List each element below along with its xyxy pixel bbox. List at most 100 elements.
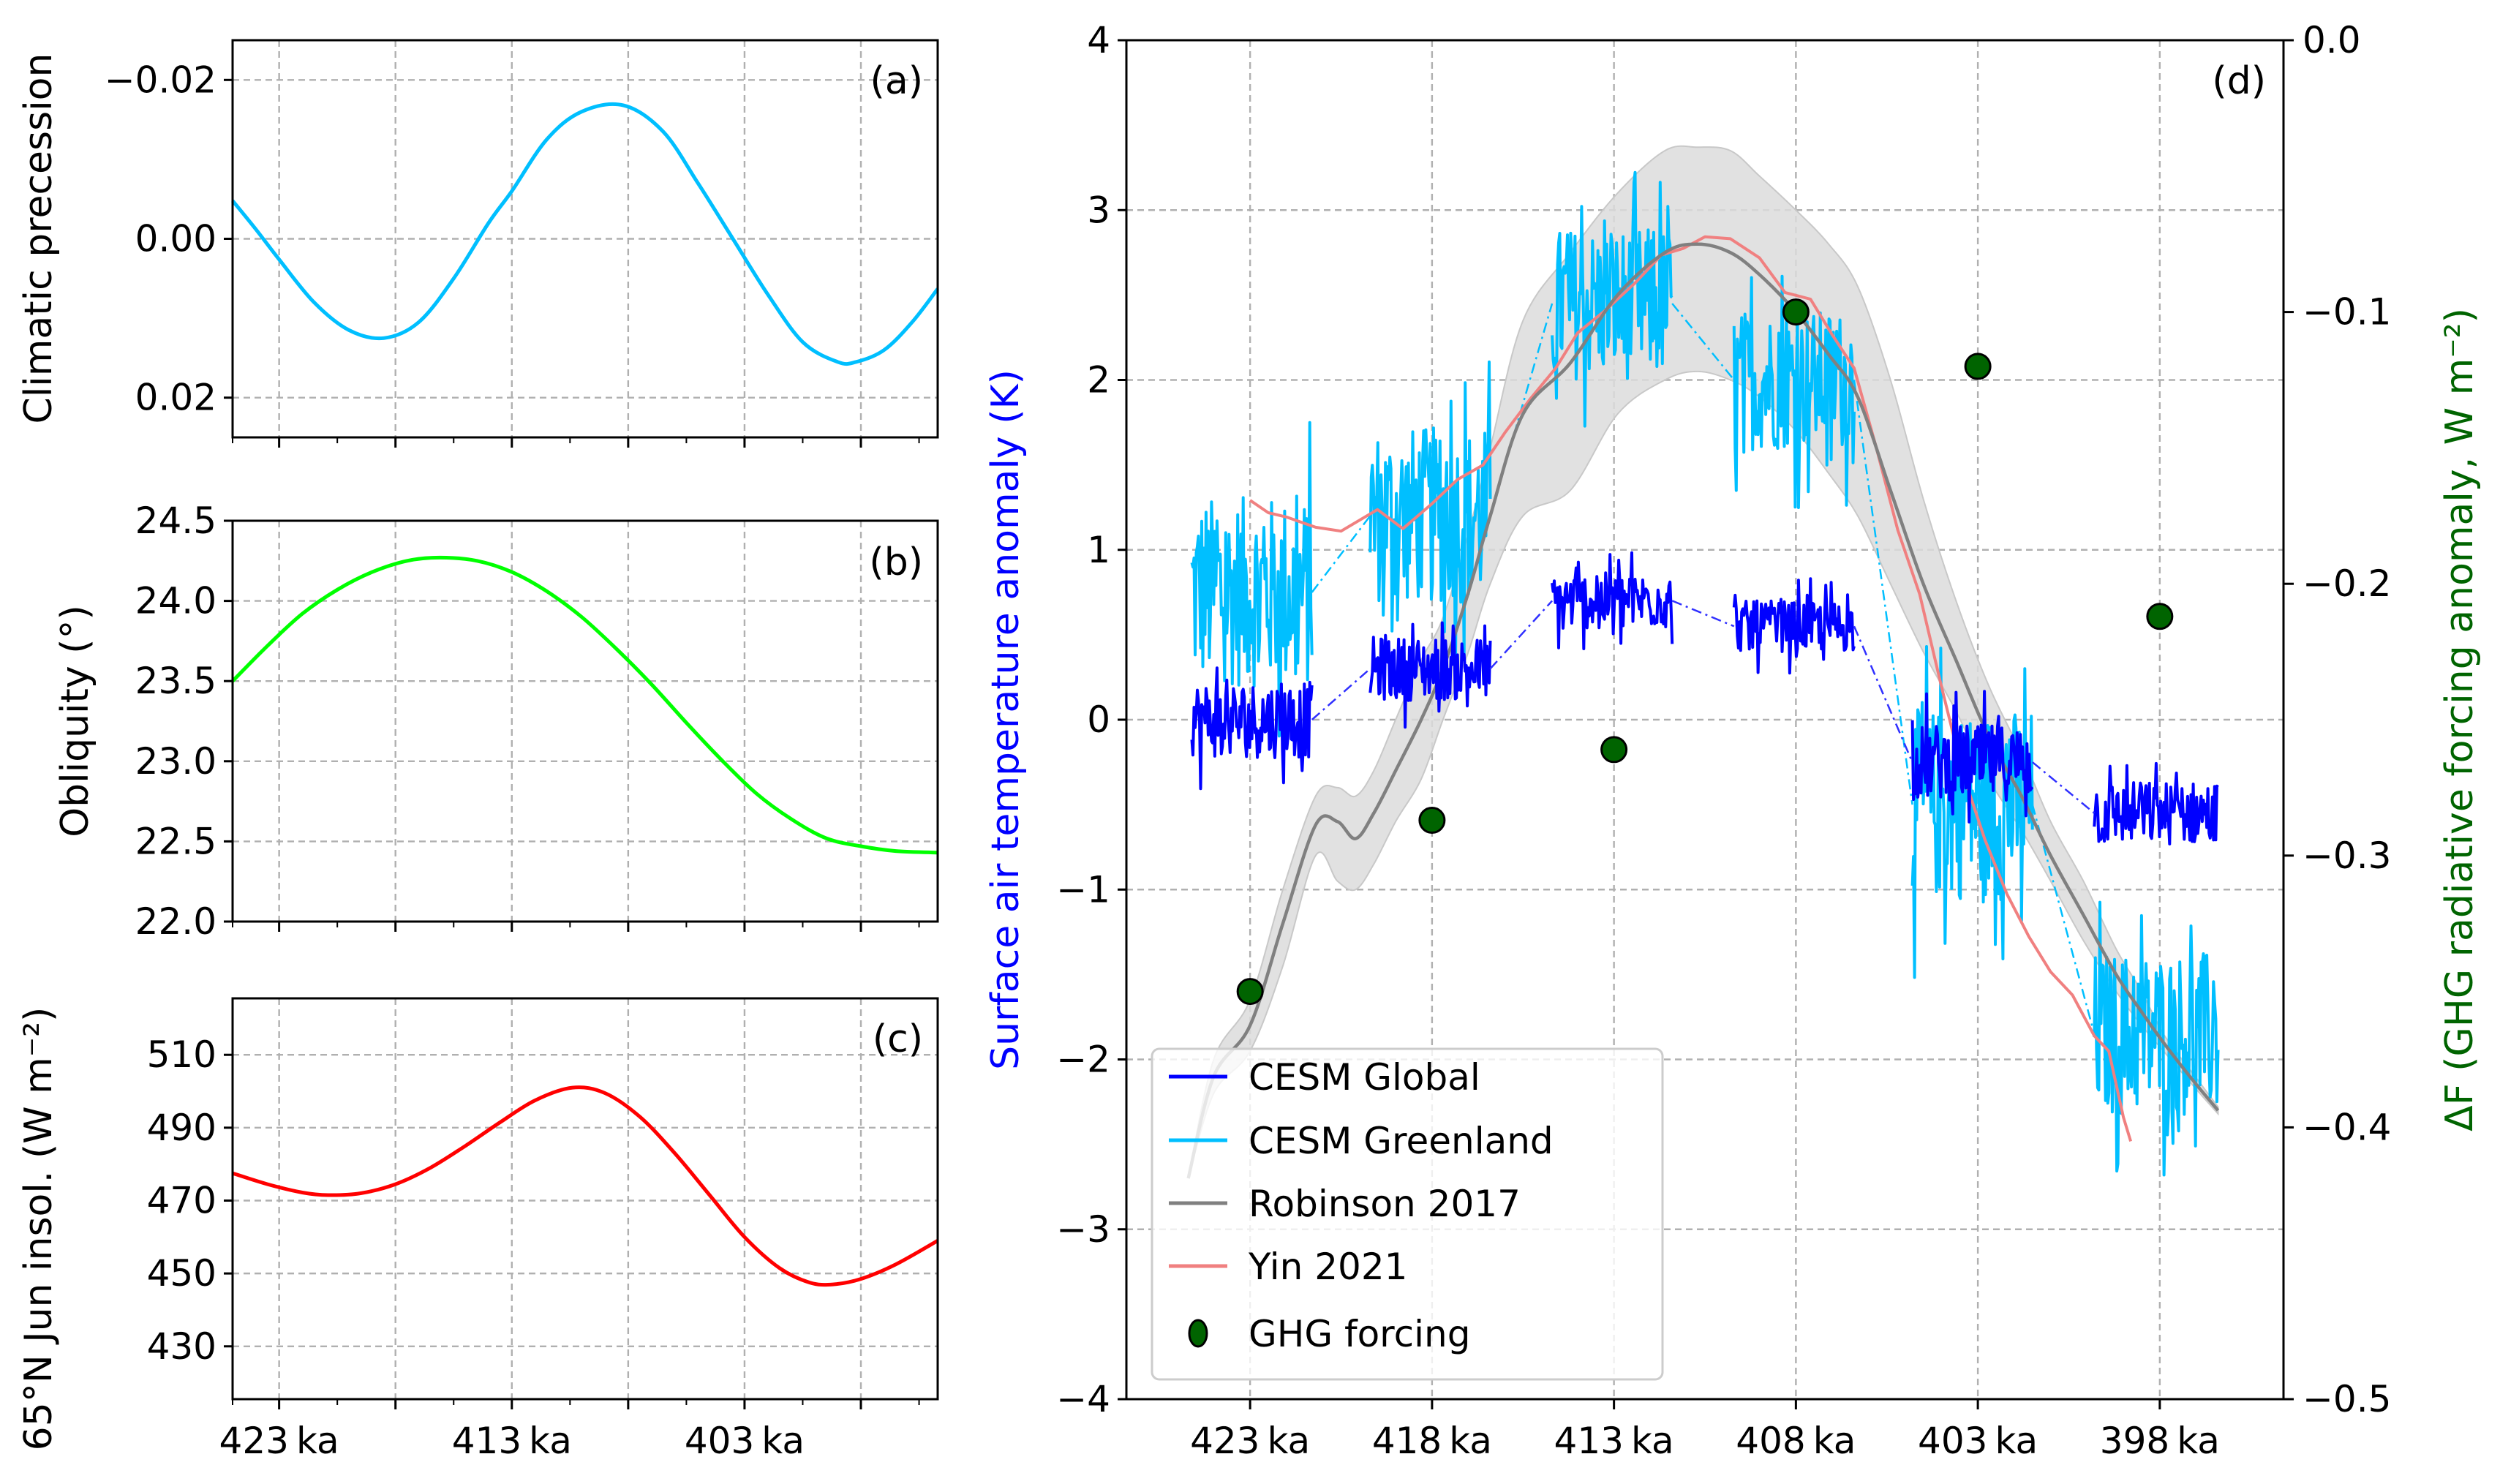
panel-d-temperature: −4 −3 −2 −1 0 1 2 3 4 423 ka 418 ka 413 ka 408 ka 403… [984,19,2482,1462]
panel-b-y-axis-label: Obliquity (°) [53,605,97,837]
x-tick-label: 418 ka [1372,1420,1492,1462]
y-tick-label: 450 [147,1252,217,1295]
cesm-global-segment-6 [2093,761,2219,845]
cesm-greenland-segment-6 [2093,900,2220,1177]
panel-b-lines [231,555,938,855]
cesm-global-segment-4 [1732,577,1856,675]
cesm-greenland-connector [1671,303,1735,381]
legend-label-cesm-greenland: CESM Greenland [1249,1120,1554,1162]
ghg-forcing-point [1236,978,1264,1006]
x-tick-label: 413 ka [1554,1420,1674,1462]
panel-d-y-axis-label-right: ΔF (GHG radiative forcing anomaly, W m⁻²… [2438,308,2482,1131]
panel-a-precession: −0.02 0.00 0.02 (a) Climatic precession [17,39,939,448]
panel-d-lines [1186,170,2220,1179]
y-tick-label-right: 0.0 [2303,19,2361,61]
ghg-forcing-point [1418,806,1446,834]
series-line-robinson-2017 [1186,242,2220,1179]
legend-swatch-ghg-forcing [1188,1319,1208,1348]
legend-entry-cesm-greenland: CESM Greenland [1169,1120,1554,1162]
ghg-forcing-markers [1236,298,2174,1006]
y-tick-label-right: −0.3 [2303,835,2391,877]
y-tick-label: −4 [1056,1378,1110,1420]
y-tick-label: 22.0 [135,900,217,943]
y-tick-label: 22.5 [135,820,217,862]
panel-c-insolation: 430 450 470 490 510 423 ka 413 ka 403 ka (c) 65… [17,997,939,1462]
panel-a-y-axis-label: Climatic precession [17,53,61,424]
legend-entry-cesm-global: CESM Global [1169,1056,1480,1099]
axes-frame [231,519,939,923]
ghg-forcing-point [1782,298,1810,326]
panel-d-label: (d) [2212,59,2266,103]
y-tick-label: 0 [1087,698,1110,741]
panel-a-label: (a) [870,59,923,103]
y-tick-label: −2 [1056,1039,1110,1081]
x-tick-label: 403 ka [685,1420,805,1462]
panel-c-lines [232,1085,939,1287]
y-tick-label-right: −0.1 [2303,291,2391,334]
cesm-global-segment-3 [1551,551,1674,650]
y-tick-label: 490 [147,1107,217,1149]
y-tick-label: 23.0 [135,740,217,783]
y-tick-label: 23.5 [135,660,217,702]
legend-entry-ghg-forcing: GHG forcing [1188,1313,1470,1355]
legend-label-cesm-global: CESM Global [1249,1056,1480,1099]
cesm-greenland-connector [1853,380,1913,805]
y-tick-label: 1 [1087,529,1110,571]
cesm-greenland-segment-3 [1551,170,1673,428]
y-tick-label: 430 [147,1325,217,1368]
x-tick-label: 423 ka [1190,1420,1310,1462]
cesm-greenland-segment-1 [1190,421,1314,738]
cesm-global-connector [1671,600,1735,628]
legend-label-ghg-forcing: GHG forcing [1249,1313,1470,1355]
panel-c-axes: 430 450 470 490 510 423 ka 413 ka 403 ka [147,997,939,1462]
y-tick-label: 3 [1087,189,1110,231]
y-tick-label: 24.5 [135,500,217,542]
panel-d-axes: −4 −3 −2 −1 0 1 2 3 4 423 ka 418 ka 413 ka 408 ka 403… [1056,19,2391,1462]
legend-label-yin-2021: Yin 2021 [1248,1246,1407,1288]
panel-c-label: (c) [873,1017,923,1061]
legend-label-robinson-2017: Robinson 2017 [1249,1183,1521,1225]
cesm-greenland-connector [2031,804,2096,1034]
cesm-global-connector [2031,761,2096,814]
cesm-greenland-segment-2 [1368,360,1492,679]
panel-b-obliquity: 22.0 22.5 23.0 23.5 24.0 24.5 (b) Obliquity (… [53,500,939,943]
x-tick-label: 398 ka [2100,1420,2220,1462]
ghg-forcing-point [1600,736,1628,764]
y-tick-label: −1 [1056,868,1110,911]
panel-a-grid [233,40,938,437]
x-tick-label: 408 ka [1736,1420,1856,1462]
legend-entry-yin-2021: Yin 2021 [1169,1246,1407,1288]
legend-entry-robinson-2017: Robinson 2017 [1169,1183,1521,1225]
cesm-global-segment-2 [1368,621,1492,729]
panel-b-label: (b) [869,541,923,584]
cesm-global-segment-5 [1910,690,2034,824]
y-tick-label: 0.02 [135,377,217,419]
y-tick-label: 4 [1087,19,1110,61]
series-line-climatic-precession [231,102,939,366]
legend: CESM Global CESM Greenland Robinson 2017… [1151,1047,1664,1381]
y-tick-label: −0.02 [105,59,217,101]
y-tick-label-right: −0.5 [2303,1378,2391,1420]
cesm-global-connector [1853,625,1913,763]
y-tick-label-right: −0.2 [2303,562,2391,605]
y-tick-label: 510 [147,1033,217,1076]
x-tick-label: 413 ka [452,1420,572,1462]
panel-b-axes: 22.0 22.5 23.0 23.5 24.0 24.5 [135,500,939,943]
legend-frame [1151,1047,1664,1381]
robinson-2017-band [1187,145,2219,1179]
panel-c-y-axis-label: 65°N Jun insol. (W m⁻²) [17,1007,61,1451]
cesm-global-segment-1 [1190,666,1314,791]
ghg-forcing-point [1964,353,1992,380]
cesm-global-connector [1489,600,1553,670]
y-tick-label: −3 [1056,1208,1110,1251]
y-tick-label-right: −0.4 [2303,1106,2391,1148]
x-tick-label: 403 ka [1918,1420,2038,1462]
panel-a-lines [231,102,939,366]
y-tick-label: 0.00 [135,218,217,260]
panel-d-y-axis-label-left: Surface air temperature anomaly (K) [984,369,1028,1070]
panel-b-grid [233,519,938,923]
series-line-65n-june-insolation [232,1085,939,1287]
ghg-forcing-point [2146,603,2174,630]
series-line-yin-2021 [1249,235,2133,1142]
